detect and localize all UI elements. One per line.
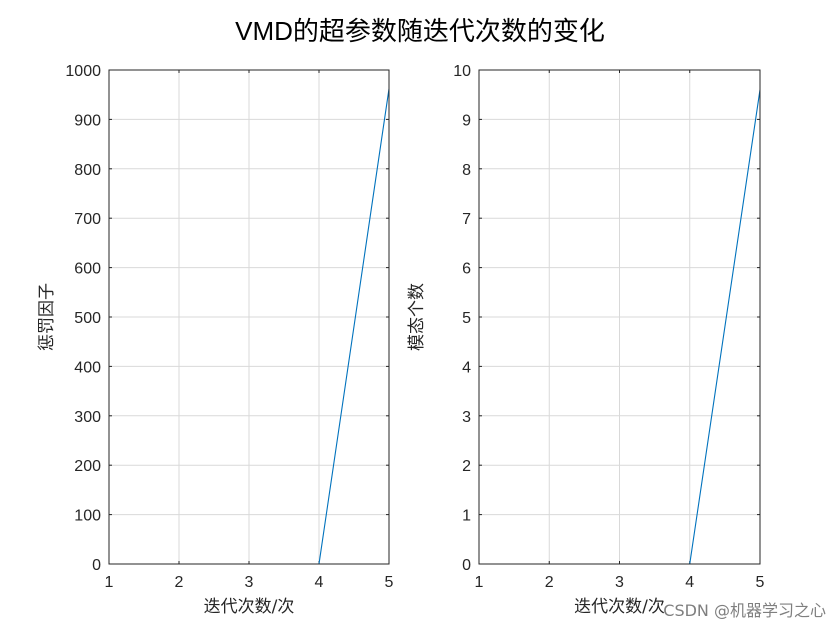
y-tick-label: 200 <box>74 458 101 475</box>
x-tick-label: 5 <box>385 574 394 591</box>
figure-title: VMD的超参数随迭代次数的变化 <box>235 16 605 46</box>
y-tick-label: 5 <box>462 310 471 327</box>
y-tick-label: 800 <box>74 162 101 179</box>
axes-box <box>108 69 390 565</box>
x-tick-label: 4 <box>685 574 694 591</box>
y-tick-label: 0 <box>462 557 471 574</box>
y-tick-label: 8 <box>462 162 471 179</box>
x-tick-label: 2 <box>545 574 554 591</box>
y-tick-label: 6 <box>462 261 471 278</box>
y-axis-label: 模态个数 <box>407 283 427 351</box>
x-tick-label: 4 <box>315 574 324 591</box>
axes-box <box>478 69 761 565</box>
penalty-factor-chart: 1 2 3 4 5 0 100 200 300 400 500 600 700 800 900 1000 迭代次… <box>37 63 394 617</box>
y-tick-label: 2 <box>462 458 471 475</box>
x-tick-label: 2 <box>175 574 184 591</box>
x-axis-label: 迭代次数/次 <box>574 597 665 617</box>
y-axis-label: 惩罚因子 <box>37 283 57 351</box>
x-tick-label: 5 <box>756 574 765 591</box>
x-tick-label: 1 <box>105 574 114 591</box>
x-tick-label: 1 <box>475 574 484 591</box>
y-tick-label: 10 <box>453 63 471 80</box>
y-tick-label: 300 <box>74 409 101 426</box>
y-tick-label: 100 <box>74 508 101 525</box>
y-tick-label: 9 <box>462 112 471 129</box>
y-tick-label: 500 <box>74 310 101 327</box>
y-tick-label: 1 <box>462 508 471 525</box>
y-tick-label: 1000 <box>65 63 101 80</box>
x-tick-label: 3 <box>245 574 254 591</box>
y-tick-label: 900 <box>74 112 101 129</box>
y-tick-label: 7 <box>462 211 471 228</box>
y-tick-label: 4 <box>462 359 471 376</box>
y-tick-label: 600 <box>74 261 101 278</box>
x-axis-label: 迭代次数/次 <box>204 597 295 617</box>
y-tick-label: 0 <box>92 557 101 574</box>
y-tick-label: 400 <box>74 359 101 376</box>
watermark: CSDN @机器学习之心 <box>663 601 826 620</box>
y-tick-label: 700 <box>74 211 101 228</box>
y-tick-label: 3 <box>462 409 471 426</box>
x-tick-label: 3 <box>615 574 624 591</box>
